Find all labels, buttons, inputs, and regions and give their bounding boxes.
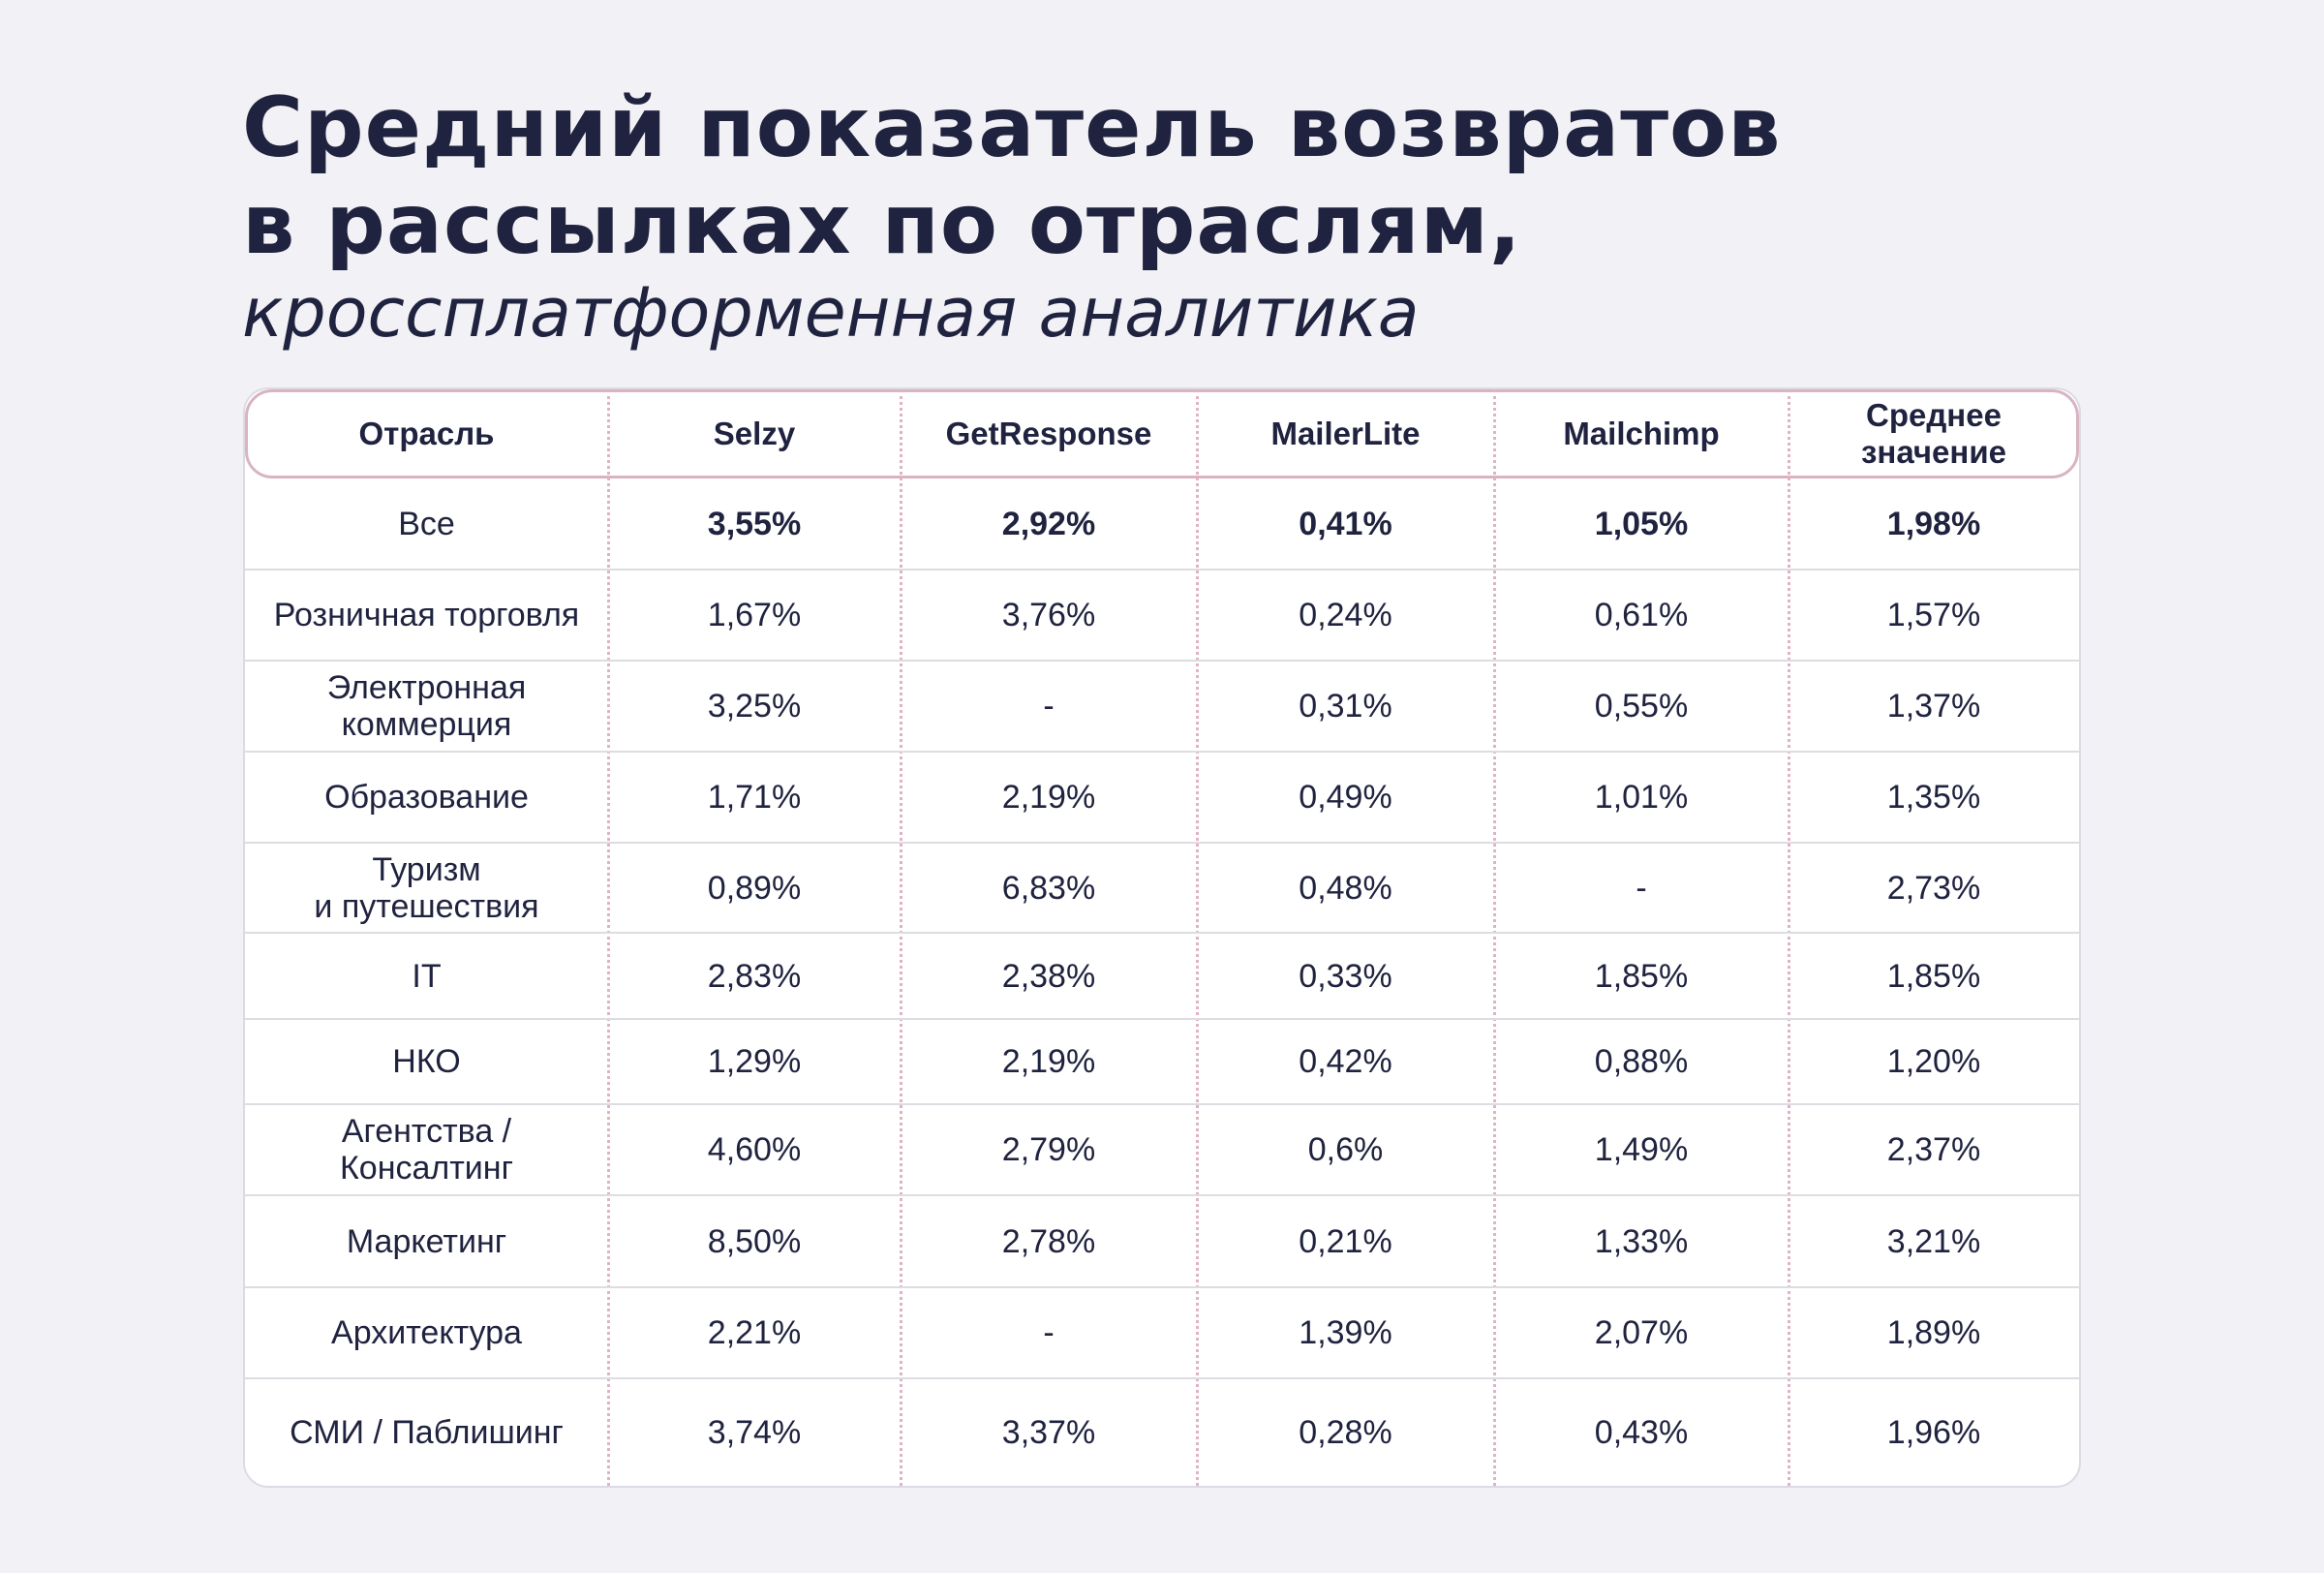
value-cell: 2,92% <box>1001 506 1096 542</box>
title-block: Средний показатель возвратов в рассылках… <box>242 79 2082 356</box>
value-cell: 1,39% <box>1299 1314 1392 1351</box>
value-cell: - <box>1043 688 1055 725</box>
value-cell: 1,01% <box>1594 779 1689 816</box>
value-cell: 2,78% <box>1001 1222 1096 1260</box>
column-header-mailerlite: MailerLite <box>1270 416 1421 451</box>
value-cell: 1,49% <box>1594 1131 1689 1168</box>
value-cell: 0,55% <box>1594 688 1689 725</box>
column-header-getresponse: GetResponse <box>945 416 1152 451</box>
value-cell: 0,24% <box>1299 597 1392 633</box>
value-cell: 1,20% <box>1886 1043 1981 1080</box>
value-cell: 0,89% <box>707 869 802 907</box>
row-divider <box>245 1286 2079 1288</box>
value-cell: 0,28% <box>1299 1413 1392 1451</box>
column-divider <box>1493 389 1496 1486</box>
value-cell: 1,98% <box>1886 506 1981 542</box>
value-cell: 0,31% <box>1299 688 1392 725</box>
value-cell: 2,19% <box>1001 1043 1096 1080</box>
value-cell: 1,85% <box>1594 957 1689 995</box>
value-cell: 0,41% <box>1299 506 1392 542</box>
industry-cell: НКО <box>392 1043 461 1080</box>
value-cell: 2,83% <box>707 957 802 995</box>
value-cell: 1,89% <box>1886 1314 1981 1351</box>
value-cell: 6,83% <box>1001 869 1096 907</box>
value-cell: 8,50% <box>707 1222 802 1260</box>
page-title-line-2: в рассылках по отраслям, <box>242 176 1522 273</box>
row-divider <box>245 1103 2079 1105</box>
value-cell: 1,33% <box>1594 1222 1689 1260</box>
value-cell: 2,38% <box>1001 957 1096 995</box>
industry-cell: Электронная коммерция <box>326 669 527 743</box>
value-cell: 2,21% <box>707 1314 802 1351</box>
column-divider <box>900 389 902 1486</box>
value-cell: 2,07% <box>1594 1314 1689 1351</box>
value-cell: 2,19% <box>1001 779 1096 816</box>
column-header-mailchimp: Mailchimp <box>1563 416 1720 451</box>
industry-cell: Маркетинг <box>346 1222 507 1260</box>
value-cell: - <box>1636 869 1647 907</box>
value-cell: 3,37% <box>1001 1413 1096 1451</box>
value-cell: 1,35% <box>1886 779 1981 816</box>
value-cell: 2,79% <box>1001 1131 1096 1168</box>
column-header-selzy: Selzy <box>713 416 796 451</box>
value-cell: 0,6% <box>1307 1131 1384 1168</box>
column-divider <box>1788 389 1790 1486</box>
value-cell: 1,29% <box>707 1043 802 1080</box>
industry-cell: Архитектура <box>331 1314 522 1351</box>
value-cell: 3,76% <box>1001 597 1096 633</box>
value-cell: 4,60% <box>707 1131 802 1168</box>
value-cell: 0,49% <box>1299 779 1392 816</box>
value-cell: 2,37% <box>1886 1131 1981 1168</box>
value-cell: 1,85% <box>1886 957 1981 995</box>
industry-cell: Туризм и путешествия <box>314 850 539 925</box>
value-cell: 1,96% <box>1886 1413 1981 1451</box>
page-title-line-1: Средний показатель возвратов <box>242 79 1782 176</box>
table-header-row <box>245 389 2079 478</box>
industry-cell: Агентства / Консалтинг <box>340 1113 513 1187</box>
data-table: Отрасль Selzy GetResponse MailerLite Mailchi… <box>243 387 2081 1488</box>
row-divider <box>245 1377 2079 1379</box>
column-header-среднее-значение: Среднее значение <box>1861 397 2006 470</box>
industry-cell: СМИ / Паблишинг <box>290 1413 564 1451</box>
value-cell: 0,33% <box>1299 957 1392 995</box>
value-cell: 3,74% <box>707 1413 802 1451</box>
value-cell: 1,71% <box>707 779 802 816</box>
column-divider <box>607 389 610 1486</box>
row-divider <box>245 842 2079 844</box>
row-divider <box>245 1018 2079 1020</box>
industry-cell: Все <box>398 506 455 542</box>
industry-cell: Образование <box>324 779 529 816</box>
value-cell: 1,67% <box>707 597 802 633</box>
value-cell: 0,43% <box>1594 1413 1689 1451</box>
row-divider <box>245 751 2079 753</box>
value-cell: 0,21% <box>1299 1222 1392 1260</box>
value-cell: 1,37% <box>1886 688 1981 725</box>
value-cell: 0,88% <box>1594 1043 1689 1080</box>
row-divider <box>245 1194 2079 1196</box>
value-cell: - <box>1043 1314 1055 1351</box>
value-cell: 2,73% <box>1886 869 1981 907</box>
column-divider <box>1196 389 1199 1486</box>
value-cell: 3,55% <box>707 506 802 542</box>
row-divider <box>245 932 2079 934</box>
page-subtitle: кроссплатформенная аналитика <box>242 273 1420 353</box>
value-cell: 1,05% <box>1594 506 1689 542</box>
industry-cell: Розничная торговля <box>273 597 580 633</box>
value-cell: 1,57% <box>1886 597 1981 633</box>
value-cell: 3,25% <box>707 688 802 725</box>
row-divider <box>245 660 2079 662</box>
industry-cell: IT <box>412 957 442 995</box>
value-cell: 0,48% <box>1299 869 1392 907</box>
value-cell: 3,21% <box>1886 1222 1981 1260</box>
column-header-industry: Отрасль <box>358 416 495 451</box>
value-cell: 0,61% <box>1594 597 1689 633</box>
row-divider <box>245 569 2079 571</box>
value-cell: 0,42% <box>1299 1043 1392 1080</box>
